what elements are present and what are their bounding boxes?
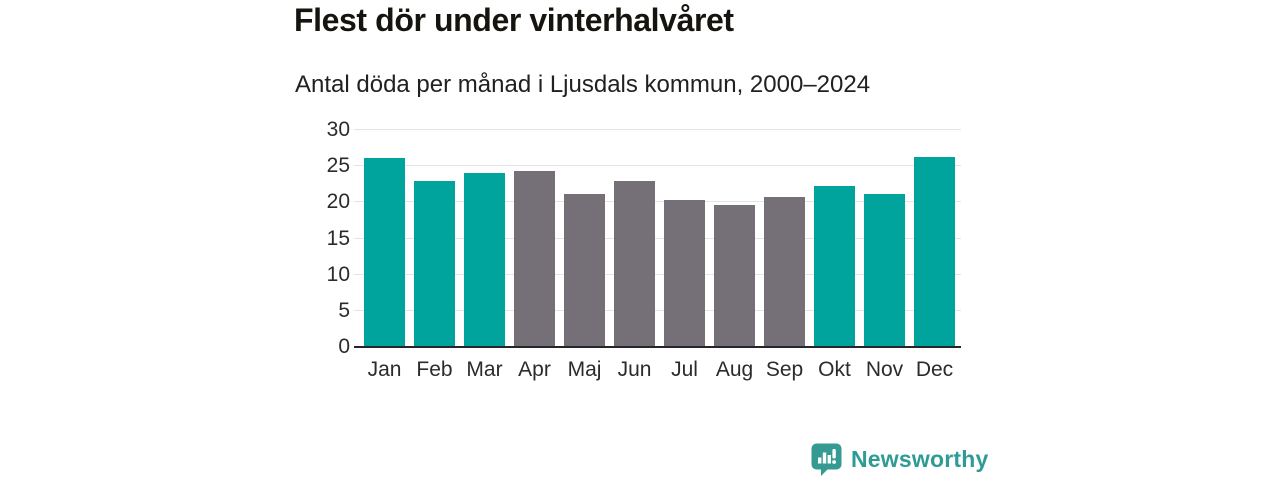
- y-axis-label-0: 0: [338, 335, 350, 358]
- bar-maj: [564, 194, 605, 347]
- x-axis-label-mar: Mar: [466, 358, 503, 381]
- bar-dec: [914, 156, 955, 347]
- newsworthy-brand-text: Newsworthy: [851, 446, 989, 472]
- bar-mar: [464, 173, 505, 347]
- gridline-5: [354, 309, 961, 311]
- bar-okt: [814, 186, 855, 347]
- y-axis-label-20: 20: [326, 190, 350, 214]
- x-axis-label-jan: Jan: [367, 358, 402, 381]
- x-axis-label-nov: Nov: [865, 358, 904, 381]
- x-axis-label-jul: Jul: [671, 358, 698, 381]
- page-title: Flest dör under vinterhalvåret: [294, 2, 734, 38]
- x-axis-label-okt: Okt: [818, 358, 851, 381]
- x-axis-label-feb: Feb: [416, 358, 453, 381]
- bar-apr: [514, 170, 555, 347]
- newsworthy-logo: Newsworthy: [811, 443, 988, 476]
- y-axis-label-10: 10: [326, 262, 350, 286]
- y-axis-label-15: 15: [326, 226, 350, 250]
- bar-jun: [614, 181, 655, 347]
- bar-jul: [664, 200, 705, 347]
- page-subtitle: Antal döda per månad i Ljusdals kommun, …: [295, 71, 871, 98]
- bar-aug: [714, 205, 755, 347]
- y-axis-label-25: 25: [326, 154, 350, 178]
- x-axis-line: [354, 346, 961, 348]
- gridline-30: [354, 129, 961, 130]
- y-axis-label-5: 5: [338, 298, 350, 322]
- y-axis-label-30: 30: [326, 118, 350, 141]
- x-axis-label-sep: Sep: [765, 358, 804, 381]
- bar-nov: [864, 193, 905, 347]
- bar-chart-speech-bubble-icon: [811, 443, 842, 476]
- x-axis-label-apr: Apr: [518, 358, 551, 381]
- x-axis: Jan Feb Mar Apr Maj Jun Jul Aug Sep Okt Nov Dec: [358, 358, 961, 382]
- x-axis-label-dec: Dec: [915, 358, 954, 381]
- chart-plot-area: [354, 129, 961, 348]
- bar-sep: [764, 196, 805, 347]
- x-axis-label-maj: Maj: [567, 358, 602, 381]
- bar-series: [358, 130, 961, 347]
- gridline-20: [354, 201, 961, 203]
- gridline-15: [354, 237, 961, 239]
- gridline-25: [354, 165, 961, 167]
- gridline-10: [354, 273, 961, 275]
- x-axis-label-aug: Aug: [715, 358, 754, 381]
- bar-feb: [414, 180, 455, 347]
- bar-jan: [364, 158, 405, 347]
- x-axis-label-jun: Jun: [617, 358, 652, 381]
